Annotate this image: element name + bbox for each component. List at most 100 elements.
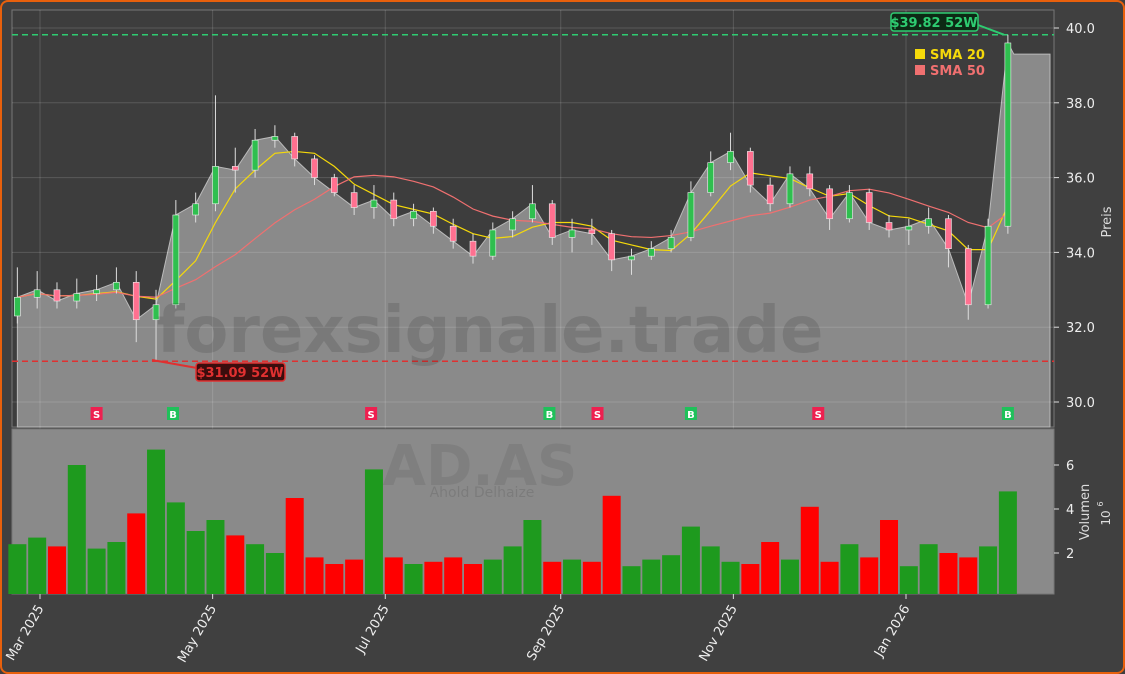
volume-bar xyxy=(563,559,582,594)
volume-panel: Mar 2025 May 2025 Jul 2025 Sep 2025 Nov 2025… xyxy=(4,428,1074,666)
volume-bar xyxy=(47,546,66,594)
signal-label: B xyxy=(169,410,177,421)
buy-signal-marker xyxy=(684,407,697,420)
watermark-company: Ahold Delhaize xyxy=(430,485,535,501)
candle-body xyxy=(925,218,932,227)
candle-body xyxy=(311,158,318,178)
candle-body xyxy=(469,240,477,257)
volume-bar xyxy=(880,520,899,594)
candle-body xyxy=(885,222,893,231)
watermark-ticker: AD.AS xyxy=(383,434,578,499)
date-tick-label: Jul 2025 xyxy=(353,603,393,657)
price-panel: 30.0 32.0 34.0 36.0 38.0 40.0 S B S B S B S B SMA 20SM… xyxy=(11,9,1095,594)
price-tick-label: 34.0 xyxy=(1066,246,1095,261)
volume-bar xyxy=(206,520,225,594)
candle-body xyxy=(231,166,239,171)
volume-bar xyxy=(107,542,126,594)
volume-bar xyxy=(226,535,245,594)
candle-body xyxy=(687,192,695,238)
candle-body xyxy=(945,218,952,249)
volume-bar xyxy=(305,557,324,594)
volume-bar xyxy=(780,559,799,594)
candle-body xyxy=(766,184,774,205)
volume-bar xyxy=(602,495,621,594)
volume-bar xyxy=(67,465,86,594)
volume-bar xyxy=(503,546,522,594)
candle-body xyxy=(608,233,615,261)
volume-bar xyxy=(642,559,661,594)
candle-body xyxy=(1004,42,1012,227)
volume-bar xyxy=(701,546,720,594)
candle-body xyxy=(93,289,100,294)
low-52w-label: $31.09 52W xyxy=(196,366,283,381)
price-axis-label: Preis xyxy=(1100,206,1115,237)
low-52w-badge xyxy=(195,362,286,382)
candle-body xyxy=(212,166,219,205)
candle-body xyxy=(529,203,536,220)
candle-body xyxy=(747,151,754,186)
volume-bar xyxy=(464,564,482,594)
volume-bar xyxy=(147,449,166,594)
candle-body xyxy=(826,188,833,220)
low-52w-arrow xyxy=(151,359,198,369)
volume-bar xyxy=(8,544,27,594)
date-tick-label: Jan 2026 xyxy=(871,603,913,661)
candle-body xyxy=(667,237,675,249)
volume-bar xyxy=(285,498,304,594)
signal-label: S xyxy=(815,410,822,421)
high-52w-badge xyxy=(890,12,979,32)
buy-signal-marker xyxy=(543,407,556,420)
candle-body xyxy=(548,203,556,238)
volume-bar xyxy=(523,520,542,594)
sell-signal-marker xyxy=(591,407,604,420)
volume-bar xyxy=(662,555,681,594)
volume-bar xyxy=(444,557,463,594)
signal-label: S xyxy=(93,410,100,421)
date-tick-label: Sep 2025 xyxy=(524,603,568,664)
candle-body xyxy=(14,296,21,317)
volume-unit: 10 xyxy=(1099,510,1113,525)
signal-label: B xyxy=(687,410,695,421)
volume-bar xyxy=(364,469,383,594)
candle-body xyxy=(727,151,734,163)
date-tick-label: Nov 2025 xyxy=(697,603,741,665)
candle-body xyxy=(113,282,120,291)
candle-body xyxy=(647,248,655,257)
volume-bar xyxy=(186,531,205,594)
date-tick-label: May 2025 xyxy=(175,603,220,666)
price-tick-label: 38.0 xyxy=(1066,97,1095,112)
candle-body xyxy=(707,162,715,193)
sell-signal-marker xyxy=(812,407,825,420)
signal-label: B xyxy=(1004,410,1012,421)
candle-body xyxy=(73,293,81,302)
volume-bar xyxy=(800,506,819,594)
volume-bar xyxy=(860,557,879,594)
volume-bar xyxy=(939,553,958,594)
candle-body xyxy=(509,218,516,231)
signal-label: S xyxy=(594,410,601,421)
candle-body xyxy=(568,229,576,238)
volume-bar xyxy=(721,561,740,594)
volume-bar xyxy=(681,526,700,594)
candle-body xyxy=(410,210,417,220)
candle-body xyxy=(53,289,61,302)
candle-body xyxy=(350,192,358,208)
candle-body xyxy=(192,203,199,216)
date-tick-label: Mar 2025 xyxy=(4,603,48,664)
candle-body xyxy=(430,210,437,227)
candle-body xyxy=(628,255,635,261)
volume-bar xyxy=(246,544,265,594)
volume-bar xyxy=(919,544,938,594)
volume-bar xyxy=(998,491,1017,594)
volume-bar xyxy=(483,559,502,594)
candle-body xyxy=(865,192,873,223)
candle-body xyxy=(806,173,814,190)
buy-signal-marker xyxy=(1001,407,1014,420)
volume-bar xyxy=(325,564,344,594)
legend-label: SMA 50 xyxy=(930,64,985,79)
volume-unit-exponent: 6 xyxy=(1096,501,1105,506)
volume-bar xyxy=(899,566,918,594)
volume-bar xyxy=(979,546,998,594)
candle-body xyxy=(905,225,913,231)
